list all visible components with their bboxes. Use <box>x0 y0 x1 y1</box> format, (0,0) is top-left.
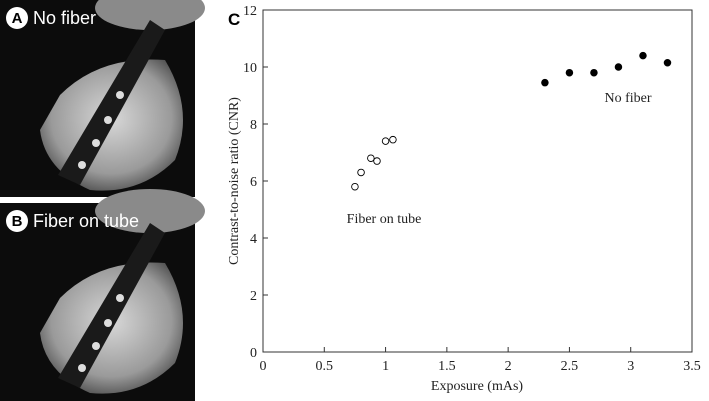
panel-letter: A <box>12 10 23 27</box>
panel-badge <box>6 7 28 29</box>
panel-label: No fiber <box>33 8 96 28</box>
point <box>541 78 549 87</box>
y-axis-label: Contrast-to-noise ratio (CNR) <box>227 97 242 265</box>
panel-letter: B <box>12 213 23 230</box>
series-annotation: Fiber on tube <box>347 212 422 227</box>
point <box>663 58 672 67</box>
point <box>373 157 381 165</box>
plot-frame <box>262 9 693 353</box>
point <box>351 182 359 191</box>
y-tick-label: 0 <box>250 346 257 361</box>
y-tick-label: 8 <box>250 118 257 133</box>
point <box>639 51 647 60</box>
y-tick-label: 6 <box>250 175 257 190</box>
x-tick-label: 0 <box>260 359 267 374</box>
point <box>565 68 574 77</box>
x-tick-label: 1.5 <box>438 359 456 374</box>
y-tick-label: 12 <box>243 4 257 19</box>
point <box>381 137 390 145</box>
y-tick-label: 2 <box>250 289 257 304</box>
point <box>614 63 623 71</box>
point <box>367 154 375 162</box>
panel-b-image <box>0 189 205 401</box>
y-tick-label: 4 <box>250 232 257 247</box>
series-annotation: No fiber <box>604 91 651 106</box>
x-axis-label: Exposure (mAs) <box>431 379 523 394</box>
panel-letter: C <box>228 10 240 29</box>
x-tick-label: 3.5 <box>683 359 701 374</box>
x-tick-label: 2.5 <box>561 359 579 374</box>
x-tick-label: 0.5 <box>316 359 334 374</box>
x-tick-label: 3 <box>627 359 634 374</box>
x-tick-label: 2 <box>505 359 512 374</box>
point <box>590 68 598 77</box>
panel-label: Fiber on tube <box>33 211 139 231</box>
x-tick-label: 1 <box>382 359 389 374</box>
point <box>357 168 365 177</box>
point <box>389 135 397 144</box>
y-tick-label: 10 <box>243 61 257 76</box>
panel-a-image <box>0 0 205 197</box>
panel-badge <box>6 210 28 232</box>
